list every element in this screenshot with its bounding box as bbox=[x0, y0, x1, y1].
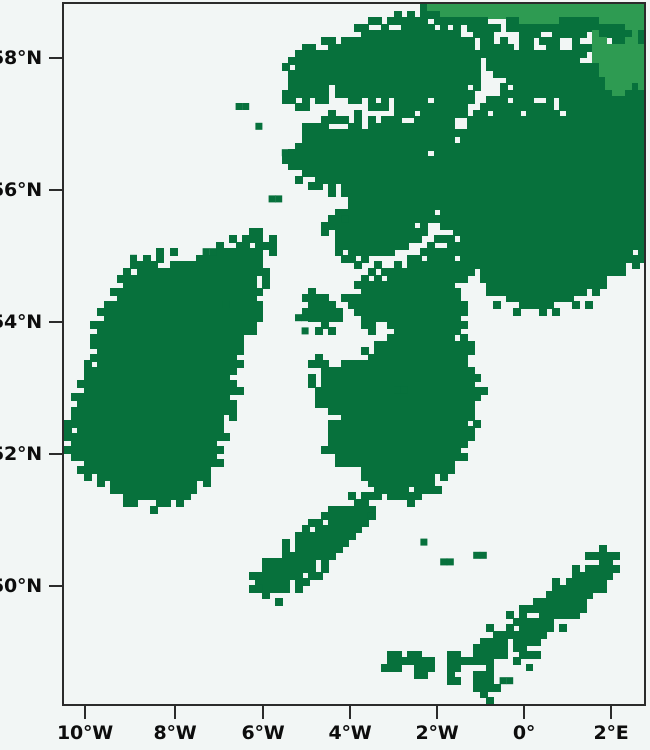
x-tick-4 bbox=[436, 706, 439, 719]
y-tick-3 bbox=[49, 189, 62, 192]
x-tick-label-6: 2°E bbox=[593, 722, 629, 744]
x-tick-2 bbox=[262, 706, 265, 719]
x-tick-3 bbox=[349, 706, 352, 719]
x-tick-6 bbox=[610, 706, 613, 719]
x-tick-label-0: 10°W bbox=[56, 722, 114, 744]
x-tick-5 bbox=[523, 706, 526, 719]
y-tick-4 bbox=[49, 57, 62, 60]
y-tick-label-2: 54°N bbox=[0, 311, 42, 333]
y-tick-1 bbox=[49, 453, 62, 456]
x-tick-label-4: 2°W bbox=[415, 722, 459, 744]
x-tick-label-2: 6°W bbox=[241, 722, 285, 744]
map-plot-area[interactable] bbox=[62, 2, 646, 706]
x-tick-label-3: 4°W bbox=[328, 722, 372, 744]
y-tick-label-3: 56°N bbox=[0, 179, 42, 201]
x-tick-1 bbox=[174, 706, 177, 719]
y-tick-label-1: 52°N bbox=[0, 443, 42, 465]
y-tick-0 bbox=[49, 585, 62, 588]
y-tick-2 bbox=[49, 321, 62, 324]
x-tick-label-5: 0° bbox=[512, 722, 536, 744]
land-sea-raster bbox=[64, 4, 644, 704]
x-tick-0 bbox=[84, 706, 87, 719]
y-tick-label-0: 50°N bbox=[0, 575, 42, 597]
x-tick-label-1: 8°W bbox=[153, 722, 197, 744]
y-tick-label-4: 58°N bbox=[0, 47, 42, 69]
